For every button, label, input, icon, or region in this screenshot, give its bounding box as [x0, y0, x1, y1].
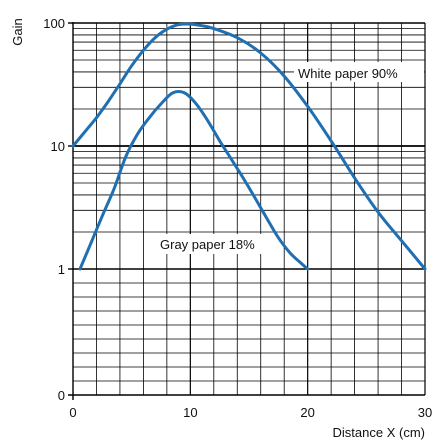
- y-tick-label: 10: [51, 139, 65, 154]
- series-label-gray-paper: Gray paper 18%: [160, 237, 255, 252]
- y-axis-label: Gain: [10, 18, 25, 45]
- x-tick-label: 10: [183, 405, 197, 420]
- y-tick-label: 100: [43, 16, 65, 31]
- y-tick-label: 1: [58, 262, 65, 277]
- gray-paper-label-bg: [156, 234, 268, 254]
- series-line-gray-paper: [78, 90, 310, 271]
- y-tick-label: 0: [58, 388, 65, 403]
- x-tick-label: 0: [69, 405, 76, 420]
- series-line-white-paper: [71, 22, 427, 271]
- x-tick-label: 30: [418, 405, 432, 420]
- series-labels: White paper 90% Gray paper 18%: [156, 62, 424, 254]
- x-axis-label: Distance X (cm): [333, 425, 425, 440]
- x-tick-label: 20: [300, 405, 314, 420]
- series-label-white-paper: White paper 90%: [298, 66, 398, 81]
- white-paper-label-bg: [294, 62, 424, 82]
- chart-series: [71, 22, 427, 271]
